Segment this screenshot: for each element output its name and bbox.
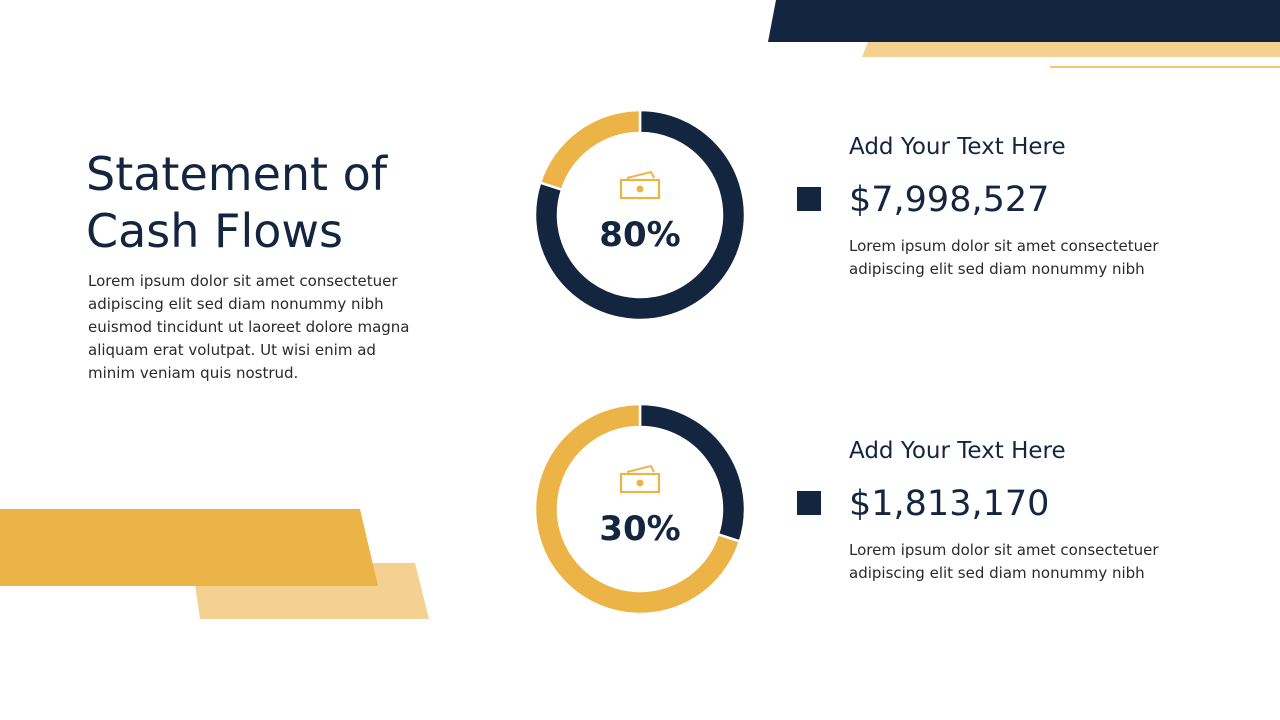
money-icon bbox=[636, 479, 644, 487]
item-text: adipiscing elit sed diam nonummy nibh bbox=[849, 564, 1145, 582]
title: Statement of bbox=[86, 147, 389, 201]
item-text: adipiscing elit sed diam nonummy nibh bbox=[849, 260, 1145, 278]
item-bullet bbox=[797, 187, 821, 211]
money-icon bbox=[626, 170, 655, 179]
body-text: Lorem ipsum dolor sit amet consectetuer a… bbox=[88, 272, 410, 382]
body-line: euismod tincidunt ut laoreet dolore magn… bbox=[88, 318, 410, 336]
money-icon bbox=[619, 472, 661, 494]
decor-bar bbox=[0, 509, 378, 586]
money-icon bbox=[626, 464, 655, 473]
center-label: 30% bbox=[599, 509, 680, 549]
body-line: aliquam erat volutpat. Ut wisi enim ad bbox=[88, 341, 376, 359]
items: Add Your Text Here $7,998,527 Lorem ipsum … bbox=[797, 134, 1159, 582]
item-text: Lorem ipsum dolor sit amet consectetuer bbox=[849, 541, 1159, 559]
item-amount: $1,813,170 bbox=[849, 484, 1049, 524]
donut-segment bbox=[533, 108, 747, 322]
decor-bar bbox=[768, 0, 1280, 42]
body-line: Lorem ipsum dolor sit amet consectetuer bbox=[88, 272, 398, 290]
donut-segment bbox=[538, 108, 642, 192]
item-bullet bbox=[797, 491, 821, 515]
money-icon bbox=[619, 178, 661, 200]
center-label: 80% bbox=[599, 215, 680, 255]
charts: 80% 30% bbox=[533, 108, 747, 616]
item-heading: Add Your Text Here bbox=[849, 438, 1066, 464]
title: Cash Flows bbox=[86, 204, 343, 258]
body-line: minim veniam quis nostrud. bbox=[88, 364, 298, 382]
body-line: adipiscing elit sed diam nonummy nibh bbox=[88, 295, 384, 313]
item-heading: Add Your Text Here bbox=[849, 134, 1066, 160]
donut-segment bbox=[533, 402, 742, 616]
item-amount: $7,998,527 bbox=[849, 180, 1049, 220]
item-text: Lorem ipsum dolor sit amet consectetuer bbox=[849, 237, 1159, 255]
decor-bar bbox=[862, 42, 1280, 57]
money-icon bbox=[636, 185, 644, 193]
